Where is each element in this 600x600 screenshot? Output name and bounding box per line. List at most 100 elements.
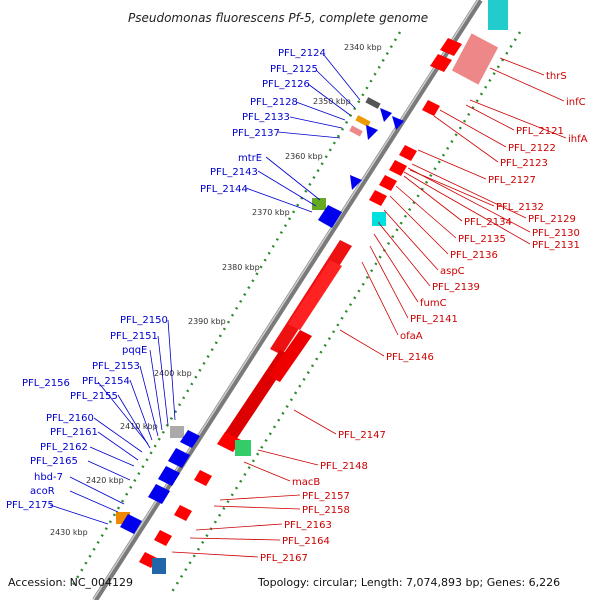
- feature-block-orange-2[interactable]: [355, 115, 371, 127]
- kbp-marker-2360: 2360 kbp: [285, 152, 323, 161]
- label-thrs[interactable]: thrS: [546, 71, 567, 82]
- label-pfl-2124[interactable]: PFL_2124: [278, 48, 326, 59]
- kbp-marker-2400: 2400 kbp: [154, 369, 192, 378]
- label-pfl-2148[interactable]: PFL_2148: [320, 461, 368, 472]
- feature-block-gray[interactable]: [170, 426, 184, 438]
- label-pfl-2167[interactable]: PFL_2167: [260, 553, 308, 564]
- label-pfl-2130[interactable]: PFL_2130: [532, 228, 580, 239]
- right-leader-lines: [171, 57, 567, 558]
- outer-left-guide: [68, 31, 402, 591]
- label-pfl-2165[interactable]: PFL_2165: [30, 456, 78, 467]
- label-pfl-2160[interactable]: PFL_2160: [46, 413, 94, 424]
- gene-ofaa[interactable]: [268, 330, 312, 382]
- gene-pfl-2157[interactable]: [174, 505, 192, 521]
- label-ofaa[interactable]: ofaA: [400, 331, 423, 342]
- label-pfl-2137[interactable]: PFL_2137: [232, 128, 280, 139]
- label-pfl-2136[interactable]: PFL_2136: [450, 250, 498, 261]
- feature-block-cyan[interactable]: [372, 212, 386, 226]
- label-pfl-2126[interactable]: PFL_2126: [262, 79, 310, 90]
- label-aspc[interactable]: aspC: [440, 266, 465, 277]
- label-pfl-2132[interactable]: PFL_2132: [496, 202, 544, 213]
- left-leader-lines: [49, 54, 361, 525]
- label-pfl-2139[interactable]: PFL_2139: [432, 282, 480, 293]
- label-macb[interactable]: macB: [292, 477, 320, 488]
- kbp-marker-2420: 2420 kbp: [86, 476, 124, 485]
- topology-text: Topology: circular; Length: 7,074,893 bp…: [257, 576, 560, 589]
- label-pfl-2127[interactable]: PFL_2127: [488, 175, 536, 186]
- left-strand-genes: [120, 108, 404, 534]
- gene-pfl-2130[interactable]: [379, 175, 397, 191]
- feature-block-navy[interactable]: [152, 558, 166, 574]
- gene-pfl-2144[interactable]: [318, 205, 342, 228]
- gene-pfl-2123[interactable]: [422, 100, 440, 116]
- outer-right-guide: [168, 31, 522, 596]
- label-pfl-2157[interactable]: PFL_2157: [302, 491, 350, 502]
- gene-pfl-2128[interactable]: [392, 116, 404, 130]
- feature-block-green[interactable]: [235, 440, 251, 456]
- gene-acor[interactable]: [120, 514, 142, 534]
- label-pfl-2164[interactable]: PFL_2164: [282, 536, 330, 547]
- feature-block-lime[interactable]: [312, 198, 326, 210]
- label-pfl-2122[interactable]: PFL_2122: [508, 143, 556, 154]
- label-pfl-2135[interactable]: PFL_2135: [458, 234, 506, 245]
- gene-pfl-2127[interactable]: [399, 145, 417, 161]
- gene-pfl-2137[interactable]: [366, 125, 378, 140]
- label-pfl-2154[interactable]: PFL_2154: [82, 376, 130, 387]
- label-pfl-2123[interactable]: PFL_2123: [500, 158, 548, 169]
- gene-fumc[interactable]: [288, 260, 342, 330]
- label-pfl-2150[interactable]: PFL_2150: [120, 315, 168, 326]
- feature-block-pink[interactable]: [451, 33, 499, 85]
- label-pqqe[interactable]: pqqE: [122, 345, 147, 356]
- label-pfl-2146[interactable]: PFL_2146: [386, 352, 434, 363]
- feature-block-pink-2[interactable]: [349, 125, 363, 137]
- label-pfl-2131[interactable]: PFL_2131: [532, 240, 580, 251]
- label-mtre[interactable]: mtrE: [238, 153, 262, 164]
- label-hbd-7[interactable]: hbd-7: [34, 472, 63, 483]
- gene-pfl-2143[interactable]: [350, 175, 362, 190]
- label-pfl-2134[interactable]: PFL_2134: [464, 217, 512, 228]
- kbp-scale: 2340 kbp 2350 kbp 2360 kbp 2370 kbp 2380…: [50, 43, 382, 537]
- gene-pfl-2131[interactable]: [369, 190, 387, 206]
- label-pfl-2162[interactable]: PFL_2162: [40, 442, 88, 453]
- gene-pfl-2122[interactable]: [430, 54, 452, 72]
- label-ihfa[interactable]: ihfA: [568, 134, 588, 145]
- label-pfl-2125[interactable]: PFL_2125: [270, 64, 318, 75]
- kbp-marker-2430: 2430 kbp: [50, 528, 88, 537]
- gene-pfl-2162[interactable]: [158, 466, 180, 486]
- label-pfl-2128[interactable]: PFL_2128: [250, 97, 298, 108]
- gene-pfl-2155[interactable]: [180, 430, 200, 448]
- kbp-marker-2410: 2410 kbp: [120, 422, 158, 431]
- label-acor[interactable]: acoR: [30, 486, 55, 497]
- kbp-marker-2380: 2380 kbp: [222, 263, 260, 272]
- label-pfl-2163[interactable]: PFL_2163: [284, 520, 332, 531]
- right-labels: thrS infC PFL_2121 ihfA PFL_2122 PFL_212…: [260, 71, 588, 564]
- label-pfl-2151[interactable]: PFL_2151: [110, 331, 158, 342]
- label-pfl-2144[interactable]: PFL_2144: [200, 184, 248, 195]
- left-labels: PFL_2124 PFL_2125 PFL_2126 PFL_2128 PFL_…: [6, 48, 326, 511]
- label-pfl-2153[interactable]: PFL_2153: [92, 361, 140, 372]
- label-pfl-2158[interactable]: PFL_2158: [302, 505, 350, 516]
- genome-title: Pseudomonas fluorescens Pf-5, complete g…: [128, 11, 428, 25]
- feature-block-gray-2[interactable]: [365, 97, 381, 109]
- label-pfl-2129[interactable]: PFL_2129: [528, 214, 576, 225]
- label-pfl-2175[interactable]: PFL_2175: [6, 500, 54, 511]
- gene-macb[interactable]: [194, 470, 212, 486]
- label-fumc[interactable]: fumC: [420, 298, 447, 309]
- label-pfl-2143[interactable]: PFL_2143: [210, 167, 258, 178]
- label-pfl-2161[interactable]: PFL_2161: [50, 427, 98, 438]
- gene-pfl-2160[interactable]: [168, 448, 190, 468]
- gene-pfl-2175[interactable]: [380, 108, 392, 122]
- gene-pfl-2165[interactable]: [148, 484, 170, 504]
- feature-block-top-cyan[interactable]: [488, 0, 508, 30]
- gene-pfl-2129[interactable]: [389, 160, 407, 176]
- label-pfl-2133[interactable]: PFL_2133: [242, 112, 290, 123]
- gene-pfl-2121[interactable]: [440, 38, 462, 56]
- gene-pfl-2163[interactable]: [154, 530, 172, 546]
- label-pfl-2155[interactable]: PFL_2155: [70, 391, 118, 402]
- label-pfl-2147[interactable]: PFL_2147: [338, 430, 386, 441]
- label-pfl-2121[interactable]: PFL_2121: [516, 126, 564, 137]
- label-infc[interactable]: infC: [566, 97, 586, 108]
- kbp-marker-2390: 2390 kbp: [188, 317, 226, 326]
- label-pfl-2156[interactable]: PFL_2156: [22, 378, 70, 389]
- label-pfl-2141[interactable]: PFL_2141: [410, 314, 458, 325]
